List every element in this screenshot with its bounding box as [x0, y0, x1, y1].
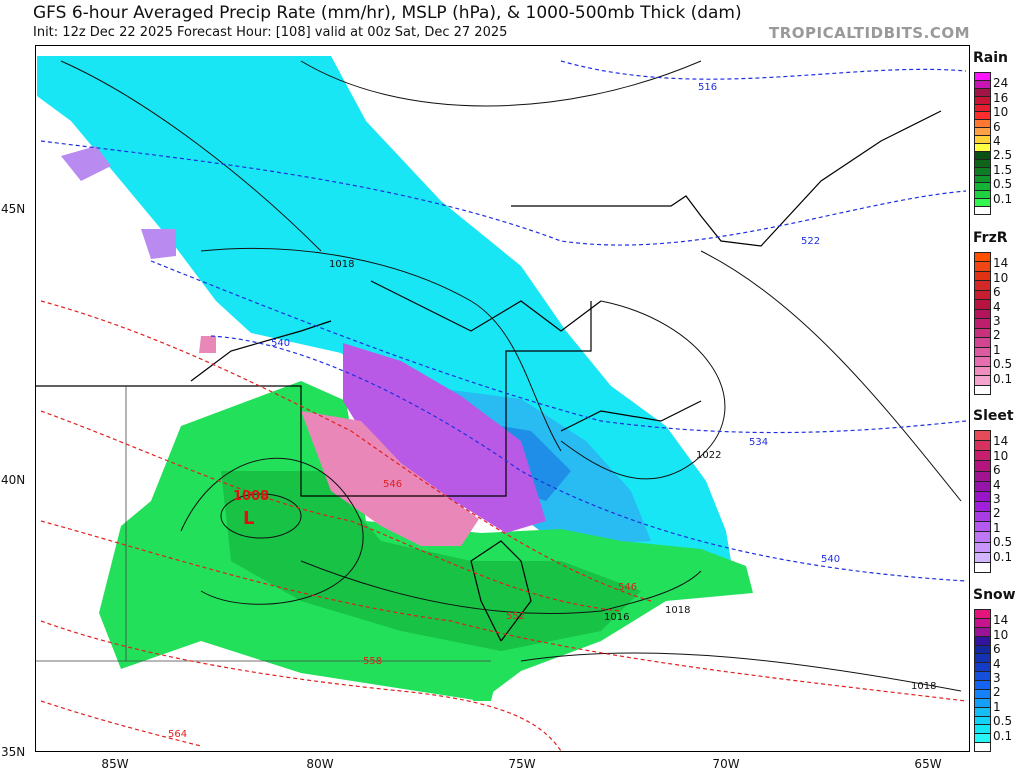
isobar — [300, 60, 702, 107]
legend-title: Snow — [973, 587, 1016, 603]
lon-label: 75W — [508, 757, 536, 771]
thickness-layer — [40, 60, 967, 752]
isobars-layer — [60, 60, 962, 692]
thickness-label: 540 — [271, 338, 290, 349]
isobar-1008 — [220, 493, 302, 539]
isobar-label: 1022 — [696, 450, 721, 461]
legend-label: 3 — [993, 671, 1001, 685]
map-canvas: 1008 L 1018 1022 1016 1018 1018 516 522 … — [36, 56, 967, 752]
site-brand: TROPICALTIDBITS.COM — [769, 24, 970, 42]
legend-label: 0.5 — [993, 177, 1013, 192]
chart-title: GFS 6-hour Averaged Precip Rate (mm/hr),… — [33, 3, 742, 23]
legend-label: 6 — [993, 285, 1001, 300]
isobar-1018-south — [520, 652, 962, 692]
legend-label: 4 — [993, 477, 1001, 492]
legend-rain: Rain 24 16 10 6 4 2.5 1.5 0.5 0.1 — [973, 50, 1024, 220]
thickness-label: 546 — [383, 479, 402, 490]
legend-label: 14 — [993, 613, 1009, 628]
legend-label: 24 — [993, 76, 1009, 91]
isobar-label: 1016 — [604, 612, 629, 623]
legend-label: 0.5 — [993, 535, 1013, 550]
sleet-area — [343, 343, 546, 533]
legend-label: 0.1 — [993, 371, 1013, 386]
legend-label: 0.1 — [993, 549, 1013, 564]
legend-label: 0.5 — [993, 357, 1013, 372]
legend-label: 6 — [993, 642, 1001, 657]
legend-label: 4 — [993, 656, 1001, 671]
legend-label: 1.5 — [993, 162, 1013, 177]
run-info: Init: 12z Dec 22 2025 Forecast Hour: [10… — [33, 25, 508, 40]
legend-swatch — [974, 384, 991, 395]
thickness-label: 534 — [749, 437, 768, 448]
lat-label: 35N — [1, 745, 26, 759]
legend-label: 0.1 — [993, 191, 1013, 206]
thickness-label: 516 — [698, 82, 717, 93]
sleet-patch-northwest — [61, 146, 111, 181]
legend-label: 10 — [993, 270, 1009, 285]
legend-label: 1 — [993, 699, 1001, 714]
legend-label: 10 — [993, 105, 1009, 120]
thickness-label: 558 — [363, 656, 382, 667]
sleet-patch-west — [141, 229, 176, 259]
isobar-1016 — [300, 560, 702, 615]
legend-label: 2.5 — [993, 148, 1013, 163]
thickness-label: 522 — [801, 236, 820, 247]
legend-label: 10 — [993, 627, 1009, 642]
isobar — [180, 458, 364, 605]
frzr-patch-lake — [199, 336, 216, 353]
legend-label: 2 — [993, 506, 1001, 521]
isobar-1018 — [200, 247, 562, 452]
precip-layer — [37, 56, 753, 701]
lon-label: 85W — [101, 757, 129, 771]
isobar — [700, 250, 962, 502]
borders-layer — [36, 110, 942, 662]
legend-label: 3 — [993, 492, 1001, 506]
thickness-label: 546 — [618, 582, 637, 593]
legend-freezing-rain: FrzR 14 10 6 4 3 2 1 0.5 0.1 — [973, 230, 1024, 400]
low-pressure-symbol: L — [243, 508, 254, 529]
legend-label: 0.5 — [993, 714, 1013, 729]
lon-label: 65W — [914, 757, 942, 771]
legend-title: Sleet — [973, 408, 1014, 424]
lat-label: 40N — [1, 473, 26, 487]
legend-label: 4 — [993, 134, 1001, 148]
legend-label: 14 — [993, 434, 1009, 449]
isobar — [60, 60, 322, 252]
frzr-area — [301, 411, 479, 546]
low-pressure-value: 1008 — [233, 489, 269, 504]
map-panel: 1008 L 1018 1022 1016 1018 1018 516 522 … — [35, 45, 970, 752]
legend-label: 14 — [993, 256, 1009, 271]
lon-label: 70W — [712, 757, 740, 771]
isobar-label: 1018 — [665, 605, 690, 616]
legend-label: 6 — [993, 463, 1001, 478]
legend-label: 3 — [993, 314, 1001, 328]
isobar-label: 1018 — [329, 259, 354, 270]
rain-patch-coast — [471, 681, 496, 701]
legend-label: 16 — [993, 90, 1009, 105]
legend-sleet: Sleet 14 10 6 4 3 2 1 0.5 0.1 — [973, 408, 1024, 578]
legend-swatch — [974, 206, 991, 215]
legend-label: 10 — [993, 448, 1009, 463]
legend-label: 0.1 — [993, 728, 1013, 743]
legend-label: 4 — [993, 299, 1001, 314]
thickness-label: 540 — [821, 554, 840, 565]
legend-title: Rain — [973, 50, 1008, 66]
legend-snow: Snow 14 10 6 4 3 2 1 0.5 0.1 — [973, 587, 1024, 757]
thickness-label: 564 — [168, 729, 187, 740]
lat-label: 45N — [1, 202, 26, 216]
legend-swatch — [974, 561, 991, 573]
lon-label: 80W — [306, 757, 334, 771]
thickness-label: 552 — [506, 611, 525, 622]
isobar-label: 1018 — [911, 681, 936, 692]
isobar-1022 — [560, 300, 726, 480]
legend-label: 2 — [993, 328, 1001, 343]
legend-swatch — [974, 742, 991, 752]
legend-title: FrzR — [973, 230, 1008, 246]
legend-label: 2 — [993, 685, 1001, 700]
legend-label: 6 — [993, 119, 1001, 134]
legend-label: 1 — [993, 520, 1001, 535]
legend-label: 1 — [993, 342, 1001, 357]
